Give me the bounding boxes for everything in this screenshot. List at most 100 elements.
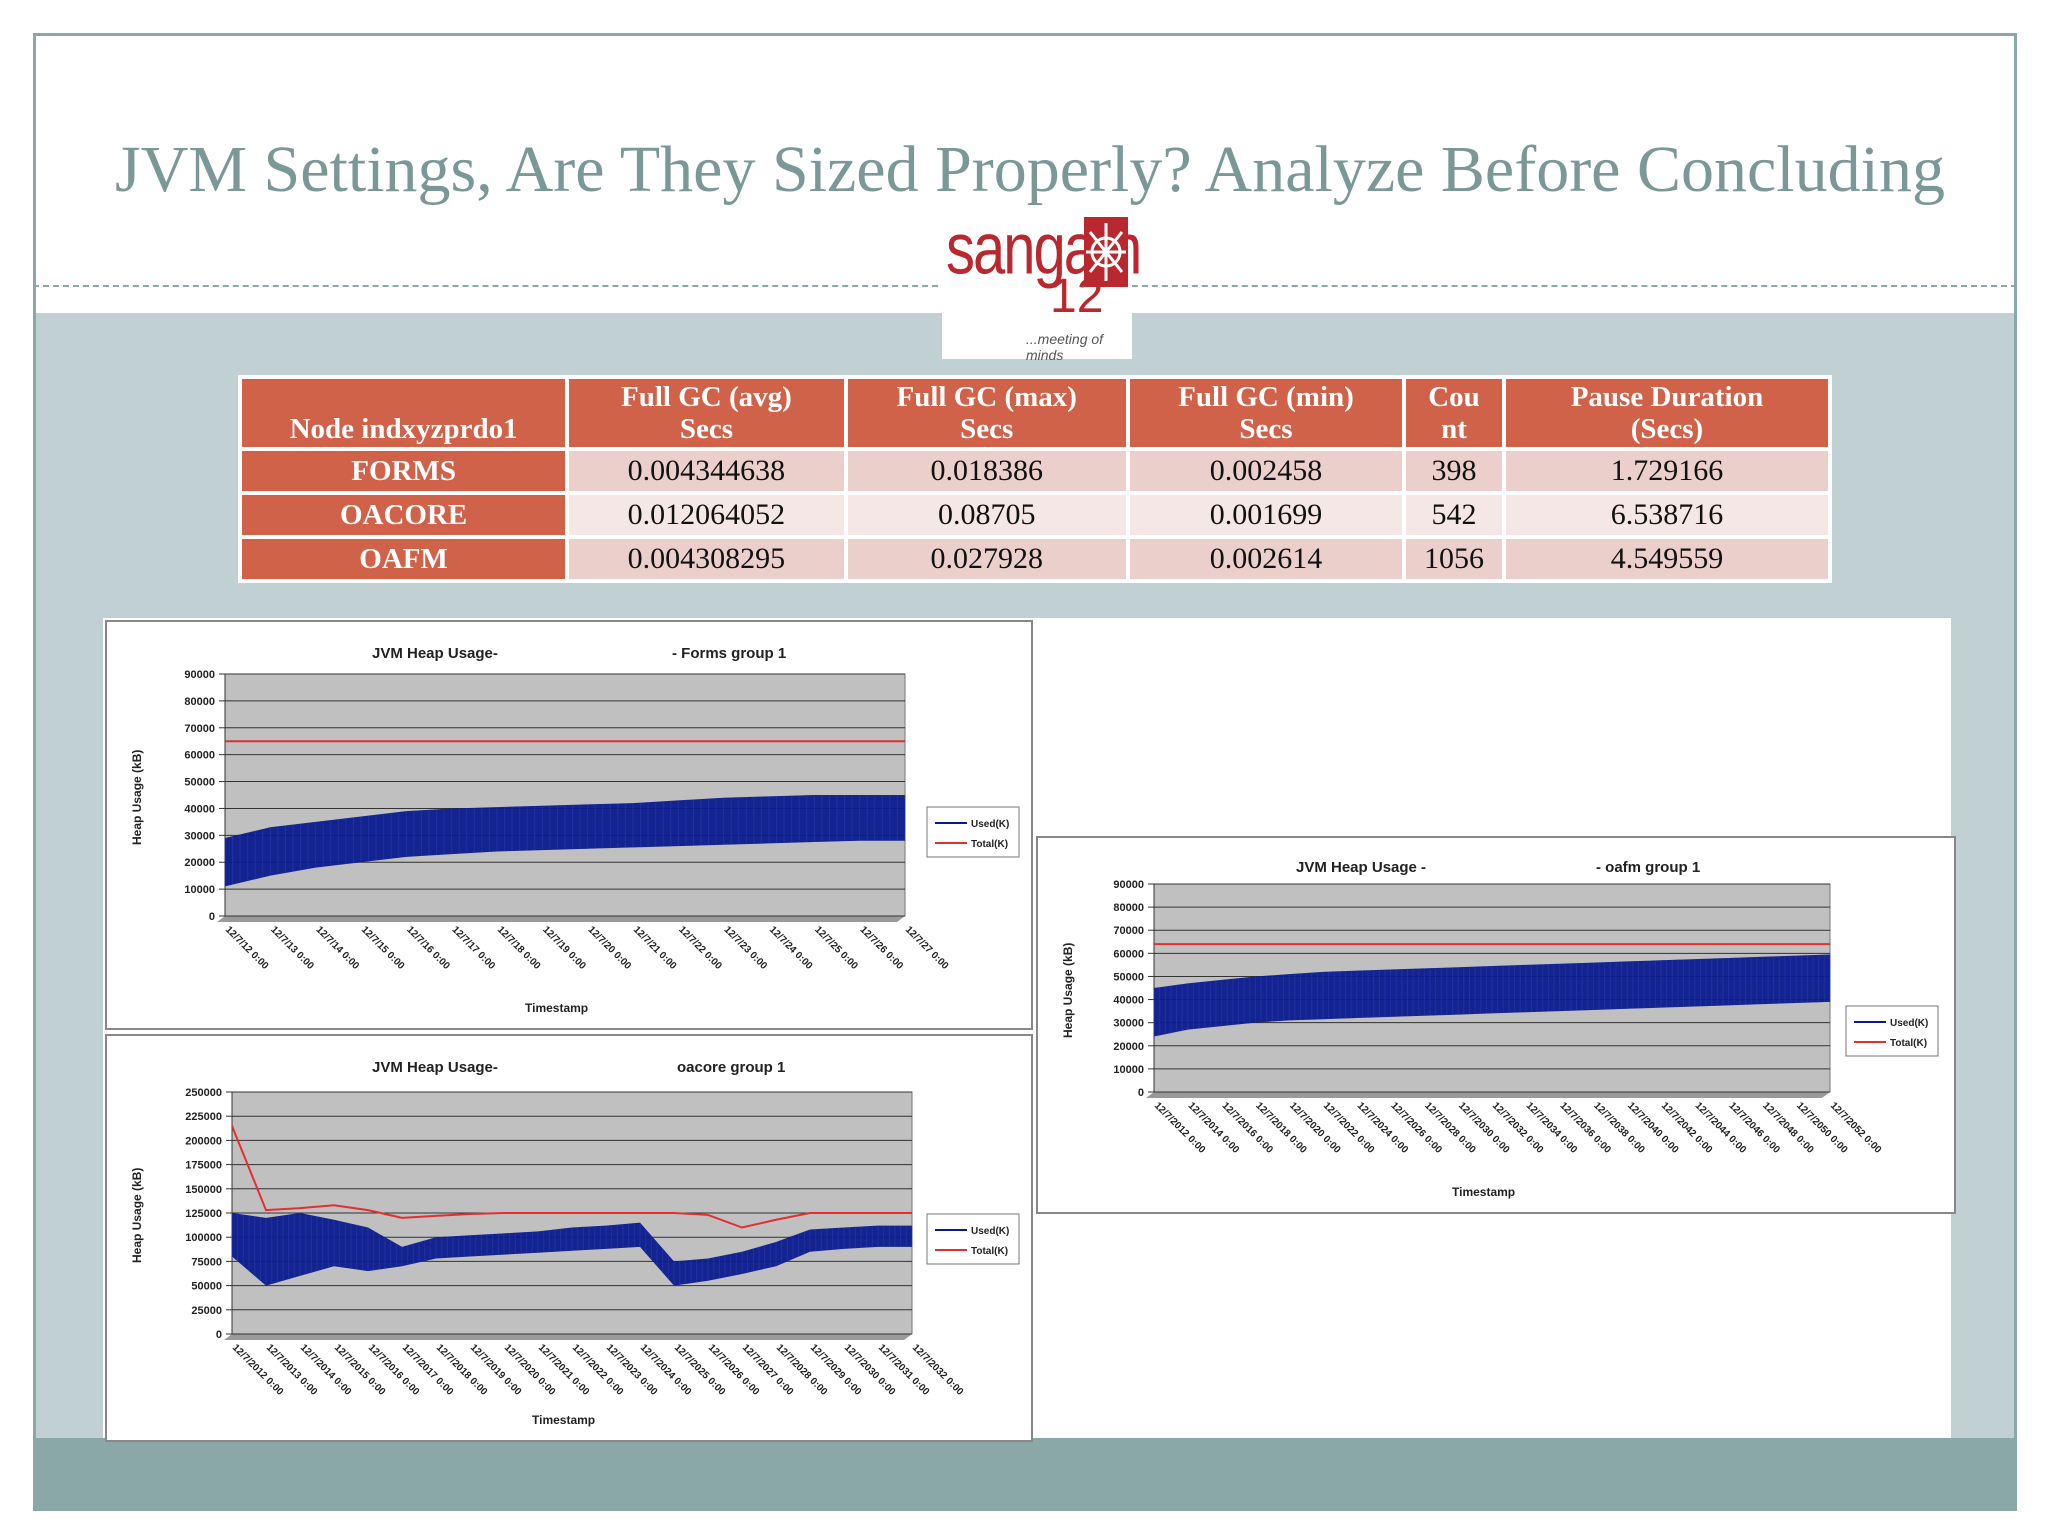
y-tick-label: 80000 bbox=[1113, 902, 1144, 914]
y-tick-label: 250000 bbox=[185, 1087, 222, 1099]
y-tick-label: 150000 bbox=[185, 1184, 222, 1196]
table-row: OAFM 0.004308295 0.027928 0.002614 1056 … bbox=[237, 535, 1833, 583]
x-tick-label: 12/7/19 0:00 bbox=[540, 924, 588, 972]
table-cell: 4.549559 bbox=[1501, 535, 1833, 583]
y-tick-label: 20000 bbox=[1113, 1041, 1144, 1053]
header-node-label: Node indxyzprdo1 bbox=[289, 413, 518, 445]
chart-subtitle: - Forms group 1 bbox=[672, 645, 786, 662]
y-tick-label: 175000 bbox=[185, 1160, 222, 1172]
table-cell: 0.08705 bbox=[843, 491, 1130, 539]
legend-total-label: Total(K) bbox=[1890, 1038, 1927, 1049]
header-avg: Full GC (avg) Secs bbox=[565, 375, 848, 451]
y-tick-label: 0 bbox=[216, 1329, 222, 1341]
table-cell: 0.027928 bbox=[843, 535, 1130, 583]
row-label: OACORE bbox=[237, 491, 570, 539]
y-axis-label: Heap Usage (kB) bbox=[130, 750, 144, 845]
x-tick-label: 12/7/18 0:00 bbox=[495, 924, 543, 972]
sangam-logo: sangam 12 ...meeting of minds bbox=[942, 207, 1142, 363]
legend-box bbox=[926, 806, 1020, 858]
x-tick-label: 12/7/23 0:00 bbox=[722, 924, 770, 972]
header-count: Cou nt bbox=[1402, 375, 1506, 451]
header-pause-line2: (Secs) bbox=[1630, 413, 1704, 445]
y-tick-label: 225000 bbox=[185, 1111, 222, 1123]
legend-total-label: Total(K) bbox=[971, 839, 1008, 850]
y-tick-label: 70000 bbox=[1113, 925, 1144, 937]
y-tick-label: 50000 bbox=[184, 777, 215, 789]
table-cell: 398 bbox=[1402, 447, 1506, 495]
y-tick-label: 40000 bbox=[1113, 995, 1144, 1007]
header-node: Node indxyzprdo1 bbox=[237, 375, 570, 451]
table-row: FORMS 0.004344638 0.018386 0.002458 398 … bbox=[237, 447, 1833, 495]
table-cell: 0.004308295 bbox=[565, 535, 848, 583]
y-tick-label: 30000 bbox=[184, 830, 215, 842]
x-axis-label: Timestamp bbox=[532, 1413, 595, 1427]
row-label: OAFM bbox=[237, 535, 570, 583]
series-used-hatch bbox=[224, 795, 906, 887]
chart-legend: Used(K) Total(K) bbox=[1845, 1005, 1939, 1057]
y-tick-label: 100000 bbox=[185, 1232, 222, 1244]
legend-used-label: Used(K) bbox=[1890, 1018, 1928, 1029]
y-axis-label: Heap Usage (kB) bbox=[130, 1168, 144, 1263]
y-tick-label: 40000 bbox=[184, 803, 215, 815]
x-tick-label: 12/7/25 0:00 bbox=[812, 924, 860, 972]
header-count-line2: nt bbox=[1441, 413, 1467, 445]
y-tick-label: 200000 bbox=[185, 1135, 222, 1147]
chart-title: JVM Heap Usage- bbox=[372, 645, 498, 662]
y-tick-label: 90000 bbox=[1113, 879, 1144, 891]
chart-title: JVM Heap Usage - bbox=[1296, 859, 1426, 876]
table-cell: 0.002458 bbox=[1125, 447, 1407, 495]
header-avg-line1: Full GC (avg) bbox=[621, 381, 792, 413]
y-tick-label: 50000 bbox=[1113, 971, 1144, 983]
header-min-line2: Secs bbox=[1239, 413, 1293, 445]
x-axis-label: Timestamp bbox=[1452, 1185, 1515, 1199]
legend-total-label: Total(K) bbox=[971, 1246, 1008, 1257]
x-tick-label: 12/7/20 0:00 bbox=[586, 924, 634, 972]
table-header-row: Node indxyzprdo1 Full GC (avg) Secs Full … bbox=[237, 375, 1833, 451]
header-min: Full GC (min) Secs bbox=[1125, 375, 1407, 451]
y-tick-label: 125000 bbox=[185, 1208, 222, 1220]
plot-floor bbox=[1146, 1092, 1830, 1098]
chart-oafm-heap: JVM Heap Usage - - oafm group 1 0 10000 2000… bbox=[1036, 836, 1956, 1214]
row-label: FORMS bbox=[237, 447, 570, 495]
y-tick-label: 80000 bbox=[184, 696, 215, 708]
series-total-line bbox=[231, 1125, 912, 1229]
table-cell: 0.002614 bbox=[1125, 535, 1407, 583]
y-tick-label: 70000 bbox=[184, 723, 215, 735]
y-tick-label: 60000 bbox=[1113, 948, 1144, 960]
logo-emblem-icon bbox=[1084, 217, 1128, 287]
x-axis-label: Timestamp bbox=[525, 1001, 588, 1015]
x-tick-label: 12/7/24 0:00 bbox=[767, 924, 815, 972]
slide-title: JVM Settings, Are They Sized Properly? A… bbox=[115, 133, 1945, 206]
chart-forms-heap: JVM Heap Usage- - Forms group 1 0 10000 2000… bbox=[105, 620, 1033, 1030]
full-gc-table: Node indxyzprdo1 Full GC (avg) Secs Full … bbox=[237, 375, 1833, 583]
table-row: OACORE 0.012064052 0.08705 0.001699 542 … bbox=[237, 491, 1833, 539]
y-tick-label: 60000 bbox=[184, 750, 215, 762]
x-tick-label: 12/7/15 0:00 bbox=[359, 924, 407, 972]
y-tick-label: 75000 bbox=[191, 1256, 222, 1268]
x-tick-label: 12/7/17 0:00 bbox=[450, 924, 498, 972]
plot-floor bbox=[224, 1334, 912, 1340]
table-cell: 1.729166 bbox=[1501, 447, 1833, 495]
table-cell: 0.012064052 bbox=[565, 491, 848, 539]
y-tick-label: 10000 bbox=[1113, 1064, 1144, 1076]
logo-tagline: ...meeting of minds bbox=[1026, 331, 1104, 363]
table-cell: 0.004344638 bbox=[565, 447, 848, 495]
x-tick-label: 12/7/14 0:00 bbox=[314, 924, 362, 972]
header-pause: Pause Duration (Secs) bbox=[1501, 375, 1833, 451]
plot-floor bbox=[217, 916, 905, 922]
series-used-hatch bbox=[1153, 954, 1831, 1037]
header-min-line1: Full GC (min) bbox=[1178, 381, 1354, 413]
header-avg-line2: Secs bbox=[679, 413, 733, 445]
x-tick-label: 12/7/22 0:00 bbox=[676, 924, 724, 972]
plot-area bbox=[224, 673, 906, 917]
legend-used-label: Used(K) bbox=[971, 1226, 1009, 1237]
y-tick-label: 0 bbox=[1138, 1087, 1144, 1099]
y-tick-label: 90000 bbox=[184, 669, 215, 681]
chart-legend: Used(K) Total(K) bbox=[926, 1213, 1020, 1265]
y-tick-label: 0 bbox=[209, 911, 215, 923]
legend-box bbox=[1845, 1005, 1939, 1057]
x-tick-label: 12/7/12 0:00 bbox=[223, 924, 271, 972]
chart-subtitle: - oafm group 1 bbox=[1596, 859, 1700, 876]
header-count-line1: Cou bbox=[1428, 381, 1480, 413]
slide-footer-bar bbox=[33, 1438, 2017, 1511]
